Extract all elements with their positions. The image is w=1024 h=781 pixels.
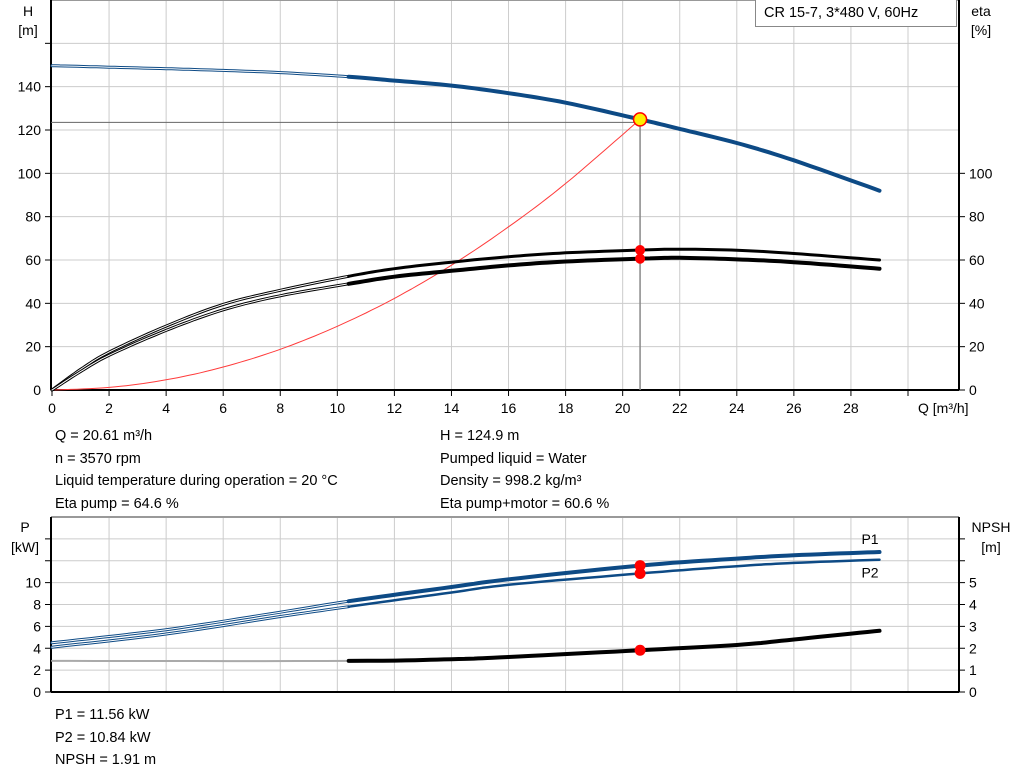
y-tick-label-left: 140	[18, 79, 42, 95]
p1-curve-extrapolated-inner	[51, 600, 350, 644]
info-top-left: Q = 20.61 m³/h n = 3570 rpm Liquid tempe…	[55, 425, 338, 515]
info-speed: n = 3570 rpm	[55, 450, 141, 467]
x-tick-label: 14	[444, 400, 460, 416]
x-tick-label: 18	[558, 400, 574, 416]
info-density: Density = 998.2 kg/m³	[440, 473, 582, 489]
eta-pump-motor-curve-extrapolated	[50, 282, 351, 392]
y-tick-label-right: 80	[969, 209, 985, 225]
y-axis-label-left: H	[23, 3, 33, 19]
info-npsh: NPSH = 1.91 m	[55, 752, 157, 768]
p2-curve-extrapolated-inner	[51, 606, 350, 648]
info-p2: P2 = 10.84 kW	[55, 729, 151, 746]
info-eta-pump-motor: Eta pump+motor = 60.6 %	[440, 495, 610, 512]
info-head: H = 124.9 m	[440, 428, 520, 444]
x-tick-label: 4	[162, 400, 170, 416]
x-tick-label: 8	[276, 400, 284, 416]
y-tick-label-right: 4	[969, 597, 977, 613]
y-tick-label-right: 2	[969, 640, 977, 656]
operating-point-npsh	[634, 644, 646, 656]
x-tick-label: 2	[105, 400, 113, 416]
y-axis-unit-left: [kW]	[11, 539, 39, 555]
x-tick-label: 6	[219, 400, 227, 416]
y-axis-unit-left: [m]	[18, 22, 37, 38]
info-bottom: P1 = 11.56 kW P2 = 10.84 kW NPSH = 1.91 …	[55, 704, 156, 772]
y-tick-label-right: 0	[969, 382, 977, 398]
y-tick-label-left: 120	[18, 122, 42, 138]
eta-pump-curve	[347, 247, 881, 278]
y-axis-unit-right: [m]	[981, 539, 1000, 555]
y-tick-label-left: 40	[25, 295, 41, 311]
operating-point-eta-pump-motor	[635, 253, 646, 264]
x-tick-label: 28	[843, 400, 859, 416]
y-tick-label-right: 3	[969, 618, 977, 634]
y-tick-label-right: 1	[969, 662, 977, 678]
x-tick-label: 22	[672, 400, 688, 416]
npsh-curve	[346, 628, 882, 663]
y-tick-label-left: 80	[25, 209, 41, 225]
y-tick-label-right: 5	[969, 575, 977, 591]
y-tick-label-left: 4	[33, 640, 41, 656]
head-curve	[346, 74, 882, 193]
y-axis-label-left: P	[20, 519, 29, 535]
y-tick-label-left: 8	[33, 597, 41, 613]
y-tick-label-right: 100	[969, 165, 993, 181]
x-tick-label: 26	[786, 400, 802, 416]
chart-legend-pump-model: CR 15-7, 3*480 V, 60Hz	[755, 0, 957, 27]
y-tick-label-left: 6	[33, 618, 41, 634]
operating-point-head	[632, 112, 648, 127]
info-p1: P1 = 11.56 kW	[55, 707, 150, 723]
p2-series-label: P2	[861, 565, 878, 581]
x-tick-label: 24	[729, 400, 745, 416]
x-tick-label: 20	[615, 400, 631, 416]
y-tick-label-right: 20	[969, 339, 985, 355]
operating-point-eta-pump	[635, 245, 646, 256]
y-axis-label-right: NPSH	[972, 519, 1011, 535]
head-curve-extrapolated-inner	[51, 65, 350, 78]
info-pumped-liquid: Pumped liquid = Water	[440, 450, 587, 467]
eta-pump-motor-curve	[346, 255, 882, 286]
eta-pump-motor-curve-extrapolated-inner	[51, 283, 350, 391]
y-axis-label-right: eta	[971, 3, 991, 19]
info-liquid-temperature: Liquid temperature during operation = 20…	[55, 473, 338, 489]
y-axis-unit-right: [%]	[971, 22, 991, 38]
y-tick-label-right: 40	[969, 295, 985, 311]
info-eta-pump: Eta pump = 64.6 %	[55, 495, 179, 512]
operating-point-p1	[634, 560, 646, 572]
x-tick-label: 12	[387, 400, 403, 416]
head-curve-extrapolated	[50, 64, 351, 79]
operating-point-p2	[634, 567, 646, 579]
y-tick-label-left: 0	[33, 684, 41, 700]
y-tick-label-right: 60	[969, 252, 985, 268]
y-tick-label-left: 2	[33, 662, 41, 678]
x-axis-label: Q [m³/h]	[918, 400, 969, 416]
x-tick-label: 16	[501, 400, 517, 416]
y-tick-label-left: 0	[33, 382, 41, 398]
p1-series-label: P1	[861, 531, 878, 547]
system-curve	[51, 118, 641, 391]
eta-pump-curve-extrapolated-inner	[51, 275, 350, 391]
p1-curve-extrapolated	[50, 599, 351, 645]
y-tick-label-left: 100	[18, 165, 42, 181]
y-tick-label-left: 60	[25, 252, 41, 268]
y-tick-label-right: 0	[969, 684, 977, 700]
x-tick-label: 10	[330, 400, 346, 416]
info-top-right: H = 124.9 m Pumped liquid = Water Densit…	[440, 425, 609, 515]
y-tick-label-left: 10	[25, 575, 41, 591]
y-tick-label-left: 20	[25, 339, 41, 355]
info-flow: Q = 20.61 m³/h	[55, 428, 153, 444]
x-tick-label: 0	[48, 400, 56, 416]
